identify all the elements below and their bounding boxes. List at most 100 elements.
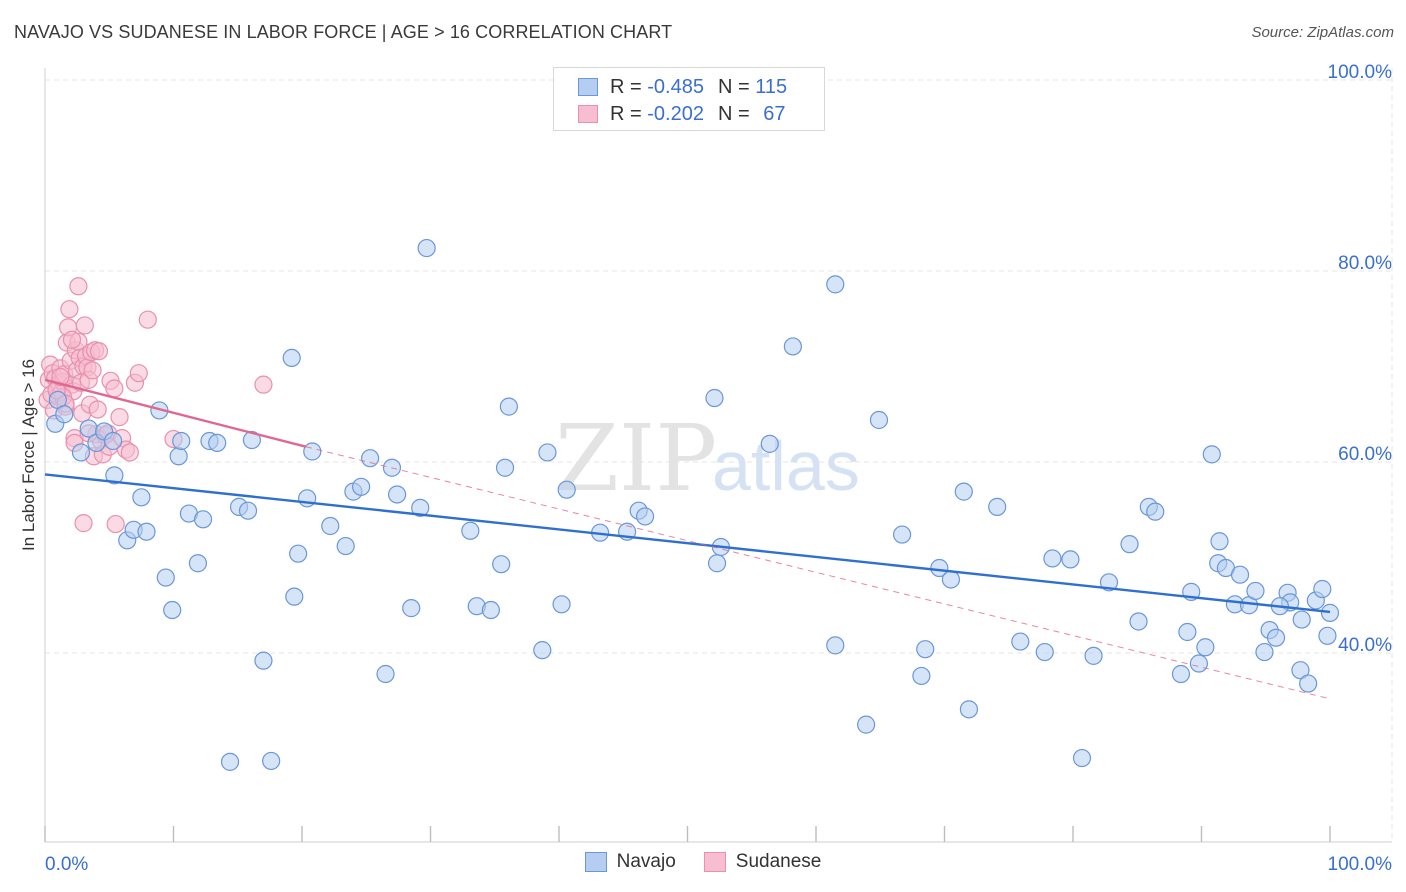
data-point-navajo <box>481 600 500 620</box>
data-point-navajo <box>1266 628 1286 647</box>
data-point-navajo <box>238 501 258 520</box>
data-point-navajo <box>156 568 175 587</box>
data-point-navajo <box>105 466 124 485</box>
data-point-navajo <box>1230 565 1250 584</box>
data-point-sudanese <box>88 400 107 419</box>
data-point-navajo <box>930 558 949 578</box>
data-point-sudanese <box>60 300 79 319</box>
data-point-navajo <box>172 431 191 451</box>
data-point-navajo <box>635 507 655 526</box>
data-point-navajo <box>492 555 511 574</box>
data-point-navajo <box>1291 661 1310 680</box>
data-point-navajo <box>1120 535 1139 554</box>
data-point-navajo <box>1061 550 1080 569</box>
trend-line-sudanese <box>44 378 307 448</box>
legend-r-label: R = <box>610 102 642 125</box>
trend-layer <box>44 378 1331 700</box>
data-point-navajo <box>1043 549 1062 568</box>
data-point-navajo <box>1189 654 1209 673</box>
legend-n-value: 115 <box>755 75 788 98</box>
legend-n-label: N = <box>717 75 750 98</box>
data-point-navajo <box>352 477 371 496</box>
data-point-navajo <box>1196 638 1215 657</box>
data-point-sudanese <box>120 443 139 462</box>
data-point-navajo <box>336 536 355 556</box>
trend-line-navajo <box>44 473 1331 614</box>
data-point-navajo <box>1313 579 1332 599</box>
data-point-sudanese <box>138 310 157 329</box>
legend-r-label: R = <box>610 75 642 98</box>
data-point-sudanese <box>75 316 94 335</box>
data-point-navajo <box>954 482 973 501</box>
data-point-navajo <box>1099 573 1119 592</box>
data-point-navajo <box>289 544 308 563</box>
tick-labels: 40.0% 60.0% 80.0% 100.0% 0.0% 100.0% <box>45 62 1392 875</box>
legend-r-value: -0.485 <box>647 75 704 98</box>
data-point-navajo <box>495 458 515 477</box>
data-point-navajo <box>1318 626 1337 645</box>
points-layer <box>38 238 1340 771</box>
data-point-sudanese <box>129 364 148 383</box>
data-point-sudanese <box>62 330 82 349</box>
data-point-sudanese <box>83 361 102 380</box>
data-point-sudanese <box>106 514 125 534</box>
legend-n-value: 67 <box>763 102 786 125</box>
data-point-navajo <box>285 587 304 606</box>
data-point-navajo <box>1011 632 1030 651</box>
data-point-navajo <box>1292 610 1311 629</box>
data-point-navajo <box>1146 502 1165 521</box>
data-point-navajo <box>55 405 74 424</box>
legend-r-value: -0.202 <box>647 102 704 125</box>
data-point-navajo <box>1202 445 1221 464</box>
y-axis-label: In Labor Force | Age > 16 <box>19 358 38 552</box>
data-point-navajo <box>499 397 518 416</box>
axis-layer <box>44 68 1392 843</box>
legend-row-sudanese: R = -0.202 N = 67 <box>578 102 785 126</box>
legend-n-label: N = <box>717 102 750 125</box>
data-point-navajo <box>461 521 480 540</box>
data-point-navajo <box>1299 674 1318 693</box>
legend-swatch-navajo <box>584 852 607 872</box>
data-point-sudanese <box>254 375 273 394</box>
data-point-navajo <box>783 337 802 356</box>
data-point-navajo <box>538 443 557 462</box>
data-point-navajo <box>282 348 301 368</box>
data-point-navajo <box>959 700 979 719</box>
data-point-sudanese <box>69 277 88 296</box>
data-point-navajo <box>242 430 261 450</box>
data-point-navajo <box>707 554 727 573</box>
data-point-sudanese <box>110 408 129 427</box>
y-tick-label: 60.0% <box>1338 444 1392 465</box>
legend-item-sudanese: Sudanese <box>703 851 822 873</box>
legend-item-navajo: Navajo <box>584 851 676 873</box>
y-tick-label: 100.0% <box>1328 62 1393 83</box>
data-point-navajo <box>132 488 151 507</box>
data-point-navajo <box>361 449 380 468</box>
legend-label-sudanese: Sudanese <box>735 851 822 872</box>
grid-layer <box>45 68 1393 842</box>
data-point-navajo <box>104 431 123 451</box>
chart-title: NAVAJO VS SUDANESE IN LABOR FORCE | AGE … <box>14 22 673 42</box>
legend-swatch-sudanese <box>703 852 726 872</box>
data-point-navajo <box>321 516 340 536</box>
data-point-navajo <box>1255 642 1274 662</box>
legend-swatch-navajo <box>578 78 598 96</box>
data-point-navajo <box>417 238 436 258</box>
data-point-navajo <box>208 433 227 452</box>
data-point-navajo <box>411 498 430 517</box>
data-point-navajo <box>193 510 213 529</box>
data-point-navajo <box>262 751 281 771</box>
data-point-navajo <box>826 275 845 294</box>
data-point-navajo <box>1035 642 1054 662</box>
data-point-sudanese <box>51 367 70 387</box>
data-point-navajo <box>1210 532 1229 551</box>
series-legend: Navajo Sudanese <box>0 851 1406 873</box>
legend-label-navajo: Navajo <box>616 851 676 872</box>
watermark-zip: ZIP <box>555 405 717 512</box>
data-point-navajo <box>402 599 421 618</box>
data-point-sudanese <box>105 379 124 398</box>
data-point-navajo <box>1072 748 1092 768</box>
data-point-sudanese <box>74 514 93 533</box>
data-point-navajo <box>826 636 845 655</box>
